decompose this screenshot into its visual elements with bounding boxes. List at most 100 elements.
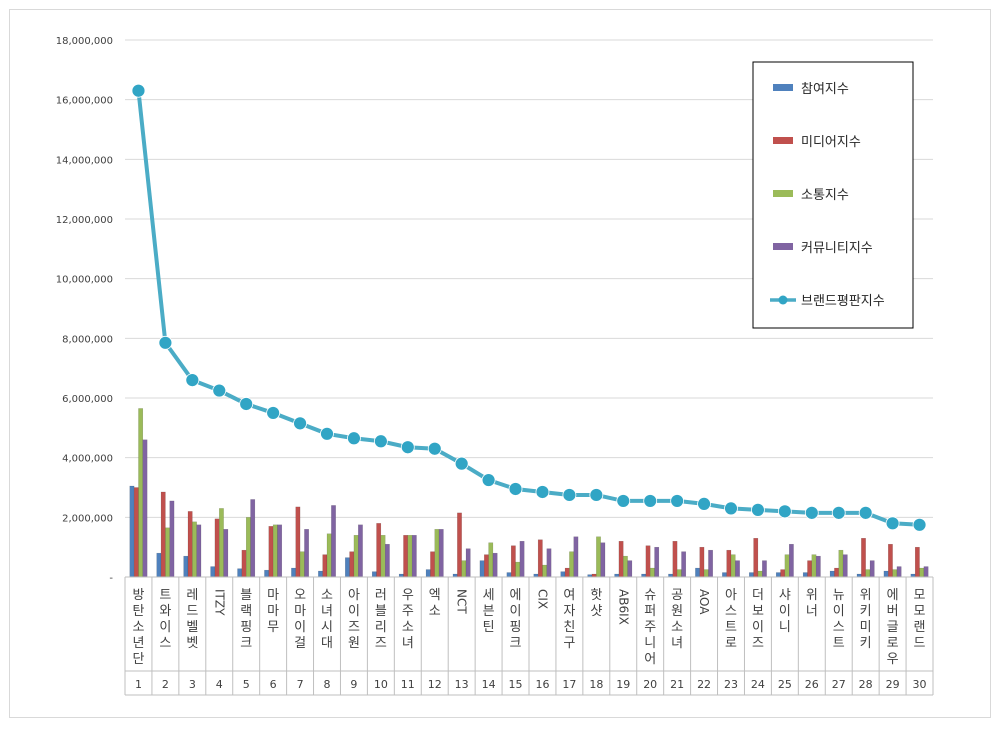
line-point: [400, 440, 415, 455]
bar: [196, 524, 202, 578]
bar: [560, 571, 566, 578]
bar: [829, 570, 835, 578]
bar: [510, 545, 516, 578]
rank-label: 2: [162, 678, 169, 691]
bar: [892, 569, 898, 578]
line-point: [589, 488, 604, 502]
line-point: [320, 426, 334, 441]
bar: [802, 572, 808, 578]
bar: [245, 517, 251, 578]
bar: [627, 560, 633, 578]
line-point: [831, 505, 846, 520]
bar: [542, 564, 548, 578]
bar: [376, 523, 382, 578]
y-tick-label: -: [109, 573, 113, 584]
rank-label: 10: [374, 678, 388, 691]
bar: [461, 560, 467, 578]
bar: [210, 566, 216, 578]
bar: [160, 491, 166, 578]
bar: [484, 554, 489, 578]
bar: [237, 568, 243, 578]
legend-label: 참여지수: [801, 82, 849, 97]
line-point: [535, 485, 550, 499]
line-point: [347, 431, 361, 446]
bar: [861, 538, 866, 578]
bar: [600, 542, 606, 578]
rank-label: 9: [350, 678, 357, 691]
legend-swatch: [773, 84, 793, 91]
bar: [138, 408, 144, 578]
bar: [250, 499, 256, 578]
bar: [358, 524, 363, 578]
bar: [457, 512, 462, 578]
bar: [318, 570, 323, 578]
rank-label: 28: [859, 678, 873, 691]
line-point: [239, 397, 254, 411]
bar: [896, 566, 902, 578]
bar: [703, 569, 709, 578]
bar: [345, 557, 350, 578]
line-point: [158, 335, 173, 350]
legend-swatch-marker: [778, 295, 788, 305]
bar: [699, 546, 705, 578]
bar: [914, 546, 920, 578]
bar: [775, 572, 781, 578]
bar: [326, 533, 332, 578]
line-point: [427, 441, 442, 456]
bar: [757, 570, 763, 578]
rank-label: 16: [535, 678, 549, 691]
category-label: ITZY: [212, 589, 226, 616]
y-tick-label: 14,000,000: [56, 155, 113, 166]
y-tick-label: 4,000,000: [62, 454, 113, 465]
line-point: [751, 502, 765, 517]
line-point: [804, 505, 819, 520]
y-tick-label: 6,000,000: [62, 394, 113, 405]
bar: [726, 549, 732, 578]
legend-label: 커뮤니티지수: [801, 241, 873, 256]
bar: [865, 569, 871, 578]
bar: [789, 543, 794, 578]
bar: [291, 567, 296, 578]
rank-label: 27: [832, 678, 846, 691]
line-point: [212, 383, 227, 398]
bar: [506, 572, 512, 578]
rank-label: 22: [697, 678, 711, 691]
rank-label: 1: [135, 678, 142, 691]
bar: [654, 546, 660, 578]
bar: [645, 545, 651, 578]
bar-series: [129, 408, 929, 578]
bar: [214, 518, 220, 578]
rank-label: 20: [643, 678, 657, 691]
line-point: [266, 406, 281, 420]
line-point: [697, 497, 711, 511]
line-point: [131, 83, 146, 98]
rank-label: 11: [401, 678, 415, 691]
bar: [807, 560, 813, 578]
bar: [272, 524, 278, 578]
legend-swatch: [773, 243, 793, 250]
line-point: [293, 416, 307, 431]
bar: [479, 560, 485, 578]
bar: [438, 529, 444, 578]
bar: [411, 535, 417, 578]
line-point: [912, 517, 927, 532]
y-tick-label: 16,000,000: [56, 96, 113, 107]
line-point: [885, 516, 900, 531]
bar: [883, 570, 889, 578]
bar: [187, 511, 193, 578]
legend-label: 미디어지수: [801, 135, 861, 150]
bar: [618, 541, 624, 578]
rank-label: 30: [913, 678, 927, 691]
bar: [546, 548, 552, 578]
bar: [749, 572, 754, 578]
